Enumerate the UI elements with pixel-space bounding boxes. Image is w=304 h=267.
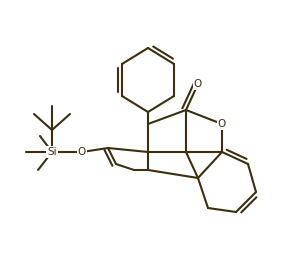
Text: O: O [78,147,86,157]
Text: O: O [218,119,226,129]
Text: O: O [194,79,202,89]
Text: Si: Si [47,147,57,157]
